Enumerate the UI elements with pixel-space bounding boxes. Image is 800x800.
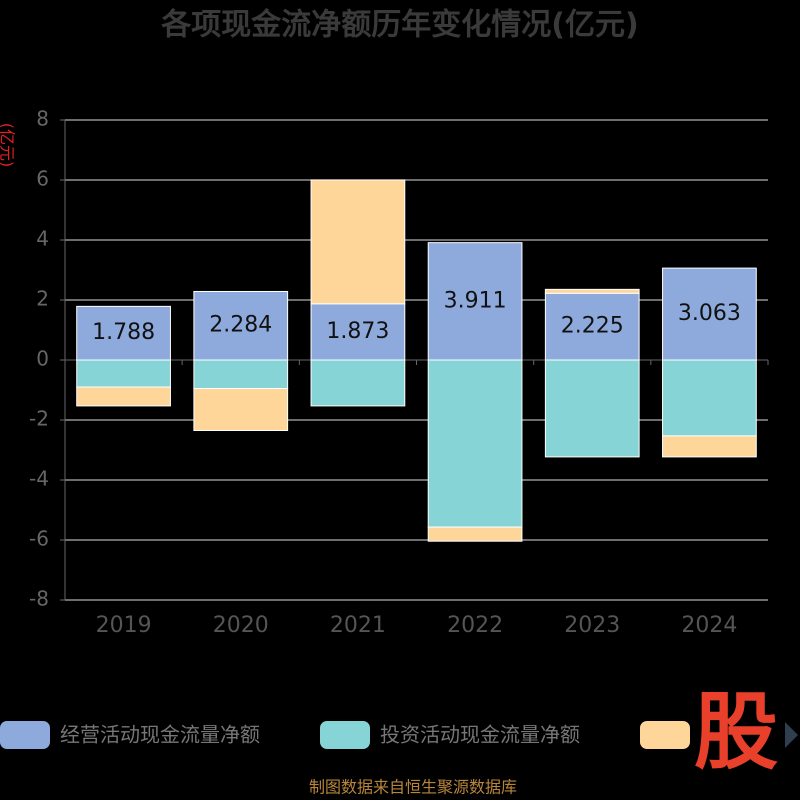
- source: 制图数据来自恒生聚源数据库: [309, 778, 517, 797]
- bar: [76, 305, 171, 361]
- legend-label: 经营活动现金流量净额: [60, 723, 260, 747]
- bar: [544, 292, 640, 361]
- watermark: 股: [694, 683, 778, 781]
- y-tick-label: 4: [36, 227, 49, 251]
- x-tick-label: 2020: [213, 613, 269, 638]
- data-label: 3.911: [444, 288, 507, 313]
- bar: [427, 359, 523, 528]
- bar: [310, 359, 406, 407]
- bar: [427, 526, 523, 542]
- data-label: 2.284: [209, 313, 272, 338]
- x-tick-label: 2019: [96, 613, 152, 638]
- bar: [662, 435, 757, 458]
- y-axis-label: (亿元): [0, 123, 17, 168]
- data-label: 1.788: [92, 320, 155, 345]
- bar: [544, 288, 640, 294]
- bar: [544, 359, 640, 458]
- y-tick-label: -2: [29, 407, 49, 431]
- bar: [193, 359, 289, 389]
- bar: [662, 267, 757, 361]
- y-tick-label: -8: [29, 587, 49, 611]
- y-tick-label: 0: [36, 347, 49, 371]
- legend-label: 投资活动现金流量净额: [380, 723, 580, 747]
- bar: [76, 359, 171, 388]
- x-tick-label: 2022: [447, 613, 503, 638]
- legend-swatch: [0, 721, 50, 749]
- x-tick-label: 2021: [330, 613, 386, 638]
- data-label: 1.873: [326, 319, 389, 344]
- data-label: 2.225: [561, 314, 624, 339]
- bar: [310, 303, 406, 361]
- bar: [193, 290, 289, 361]
- bar: [193, 388, 289, 431]
- legend-arrow[interactable]: [785, 722, 798, 748]
- legend-swatch: [320, 721, 370, 749]
- x-tick-label: 2023: [564, 613, 620, 638]
- bar: [76, 386, 171, 407]
- bar: [427, 242, 523, 361]
- bar: [310, 179, 406, 305]
- y-tick-label: -6: [29, 527, 49, 551]
- data-label: 3.063: [678, 301, 741, 326]
- y-tick-label: 6: [36, 167, 49, 191]
- y-tick-label: 8: [36, 107, 49, 131]
- y-tick-label: 2: [36, 287, 49, 311]
- bar: [662, 359, 757, 437]
- chart-title: 各项现金流净额历年变化情况(亿元): [160, 8, 638, 43]
- legend-swatch: [640, 721, 690, 749]
- y-tick-label: -4: [29, 467, 49, 491]
- x-tick-label: 2024: [681, 613, 737, 638]
